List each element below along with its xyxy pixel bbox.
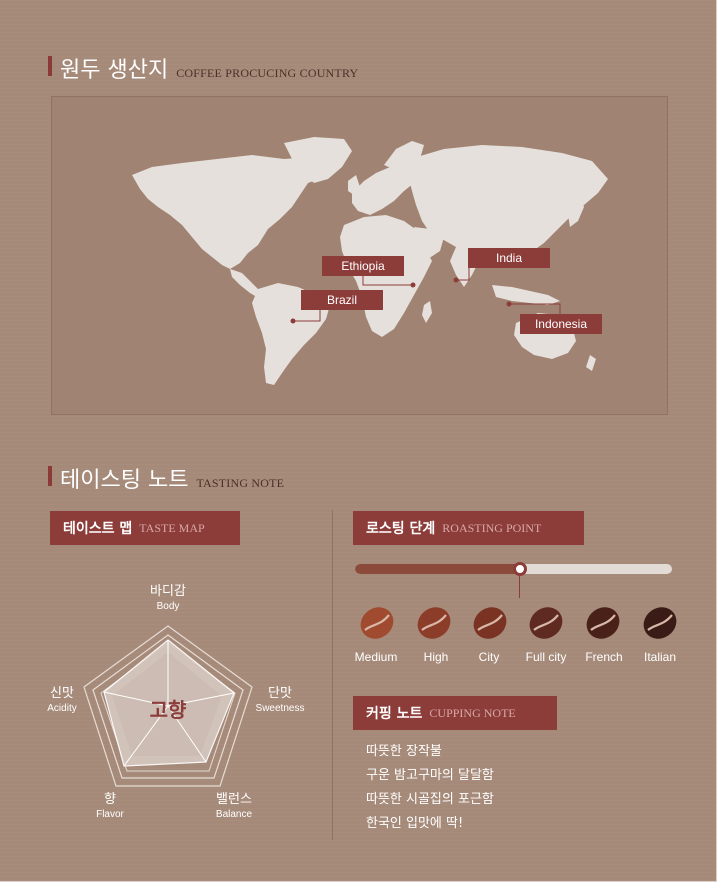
india-marker [453,277,459,283]
origin-title-kr: 원두 생산지 [60,58,169,83]
india-connector [456,267,470,281]
cupping-note-line: 따뜻한 장작불 [366,744,442,759]
axis-label-balance-kr: 밸런스 [216,792,252,807]
axis-label-sweetness-kr: 단맛 [268,686,292,701]
axis-label-body: 바디감 Body [138,584,198,613]
africa-shape [340,215,432,337]
japan-shape [568,193,584,227]
radar-axis-line [103,691,169,707]
cupping-notes: 따뜻한 장작불 구운 밤고구마의 달달함 따뜻한 시골집의 포근함 한국인 입맛… [366,740,494,836]
madagascar-shape [422,301,432,323]
cupping-title-kr: 커핑 노트 [366,706,423,722]
cupping-note-line: 한국인 입맛에 딱! [366,816,464,831]
asia-shape [408,145,608,267]
radar-axis-line [123,705,169,767]
roasting-slider-knob [512,562,527,576]
radar-data-inner [112,652,222,756]
column-divider [332,510,333,840]
greenland-shape [284,137,352,183]
radar-ring-outer [83,625,253,787]
taste-map-title-kr: 테이스트 맵 [63,521,133,537]
axis-label-balance-en: Balance [215,809,253,820]
cupping-note-line: 따뜻한 시골집의 포근함 [366,792,494,807]
axis-label-flavor: 향 Flavor [80,792,140,821]
radar-axis-line [167,705,207,763]
taste-map-header: 테이스트 맵 TASTE MAP [50,511,240,545]
roasting-title-kr: 로스팅 단계 [366,521,436,537]
brazil-connector [293,309,321,322]
axis-label-flavor-en: Flavor [96,809,124,820]
country-label-brazil: Brazil [301,290,383,310]
origin-section-title: 원두 생산지 COFFEE PROCUCING COUNTRY [48,52,358,84]
tasting-title-kr: 테이스팅 노트 [60,468,189,493]
indonesia-connector [509,303,561,315]
roasting-header: 로스팅 단계 ROASTING POINT [353,511,584,545]
tasting-section-title: 테이스팅 노트 TASTING NOTE [48,462,284,494]
axis-label-body-kr: 바디감 [150,584,186,599]
roasting-label-medium: Medium [354,650,398,664]
roasting-label-high: High [423,650,449,664]
country-label-india: India [468,248,550,268]
roasting-title-en: ROASTING POINT [442,520,542,535]
tasting-title-en: TASTING NOTE [196,476,285,490]
radar-axis-line [167,692,235,707]
title-accent-bar [48,466,52,486]
country-label-indonesia: Indonesia [520,314,602,334]
axis-label-acidity-kr: 신맛 [50,686,74,701]
country-label-ethiopia: Ethiopia [322,256,404,276]
title-accent-bar [48,56,52,76]
axis-label-flavor-kr: 향 [104,792,116,807]
axis-label-sweetness: 단맛 Sweetness [248,686,312,715]
new-zealand-shape [586,355,596,371]
axis-label-body-en: Body [156,601,180,612]
radar-ring-middle [92,634,244,779]
taste-map-title-en: TASTE MAP [139,520,205,535]
axis-label-acidity: 신맛 Acidity [32,686,92,715]
roasting-label-city: City [478,650,500,664]
axis-label-balance: 밸런스 Balance [204,792,264,821]
southeast-asia-islands-shape [492,285,560,305]
bean-medium-icon [360,607,394,639]
taste-center-label: 고향 [149,698,187,722]
ethiopia-connector [362,273,413,286]
bean-italian-icon [643,607,677,639]
roasting-label-full-city: Full city [525,650,567,664]
cupping-note-line: 구운 밤고구마의 달달함 [366,768,494,783]
europe-shape [352,163,416,215]
bean-city-icon [473,607,507,639]
uk-shape [348,175,360,195]
north-america-shape [132,155,330,269]
bean-high-icon [417,607,451,639]
axis-label-acidity-en: Acidity [47,703,77,714]
roasting-label-french: French [585,650,623,664]
taste-radar-chart [83,625,253,787]
ethiopia-marker [410,282,416,288]
bean-full-city-icon [529,607,563,639]
roasting-slider-fill [355,564,520,574]
arabia-shape [414,227,444,259]
roasting-slider-stem [519,576,521,598]
origin-title-en: COFFEE PROCUCING COUNTRY [176,66,359,80]
cupping-header: 커핑 노트 CUPPING NOTE [353,696,557,730]
axis-label-sweetness-en: Sweetness [255,703,305,714]
indonesia-marker [506,301,512,307]
brazil-marker [290,318,296,324]
cupping-title-en: CUPPING NOTE [429,705,516,720]
bean-french-icon [586,607,620,639]
roasting-label-italian: Italian [643,650,677,664]
